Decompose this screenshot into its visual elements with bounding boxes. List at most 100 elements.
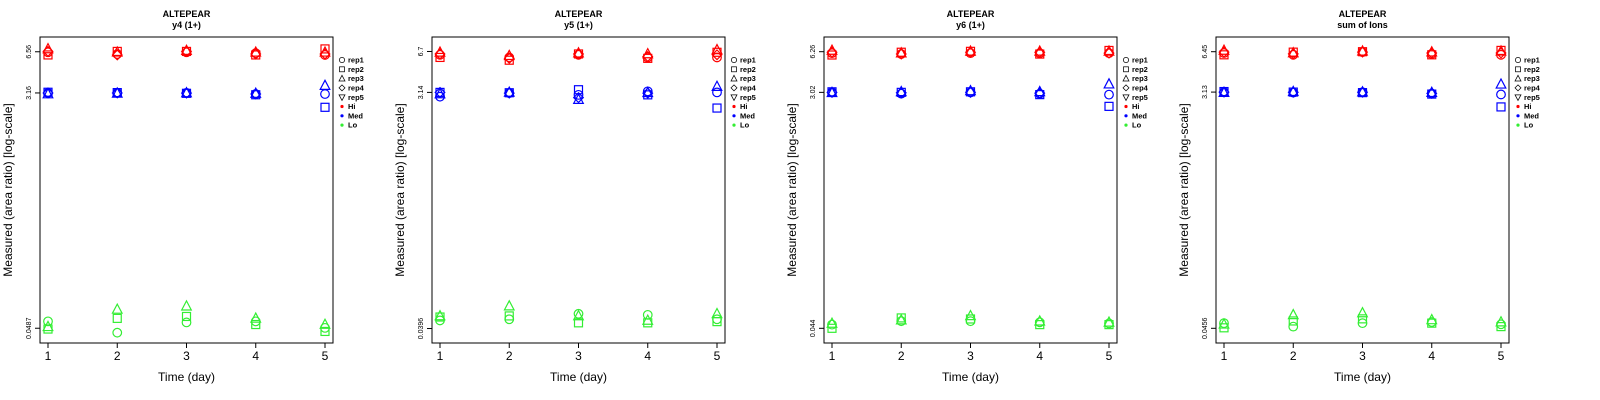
data-point-med-rep4 — [826, 86, 838, 99]
y-tick-label: 3.14 — [418, 85, 425, 99]
legend-label: rep4 — [1132, 84, 1149, 93]
data-point-hi-rep2 — [827, 50, 837, 60]
data-point-hi-rep4 — [1287, 48, 1299, 60]
x-tick-label: 4 — [1428, 349, 1435, 363]
legend-label: rep3 — [740, 74, 756, 83]
legend-marker-rep3 — [338, 74, 346, 82]
x-axis-label: Time (day) — [550, 370, 607, 384]
data-point-lo-rep3 — [249, 311, 262, 323]
data-point-med-rep3 — [503, 85, 516, 97]
data-point-lo-rep2 — [181, 311, 192, 322]
legend-marker-rep1 — [338, 56, 346, 64]
data-point-med-rep4 — [250, 88, 262, 100]
data-point-lo-rep3 — [964, 309, 977, 321]
legend-label: rep1 — [1524, 56, 1540, 65]
legend-marker-med — [732, 114, 736, 118]
data-point-med-rep3 — [1103, 77, 1115, 89]
x-tick-label: 1 — [45, 349, 52, 363]
data-point-lo-rep1 — [43, 316, 53, 327]
data-point-med-rep2 — [320, 102, 330, 112]
data-point-med-rep4 — [642, 87, 654, 99]
legend-label: rep5 — [348, 93, 364, 102]
y-tick-label: 6.45 — [1202, 45, 1209, 59]
legend-marker-rep3 — [1514, 74, 1522, 82]
legend-label: rep3 — [1524, 74, 1540, 83]
legend-marker-med — [1124, 114, 1128, 118]
y-axis-label: Measured (area ratio) [log-scale] — [393, 103, 407, 276]
data-point-lo-rep2 — [827, 323, 837, 333]
legend-label: rep2 — [1132, 65, 1148, 74]
data-point-med-rep4 — [434, 86, 446, 99]
y-tick-label: 0.0456 — [1202, 317, 1209, 339]
legend-label: rep2 — [348, 65, 364, 74]
legend-marker-hi — [1516, 104, 1520, 109]
legend-label: rep1 — [1132, 56, 1148, 65]
data-point-hi-rep4 — [42, 45, 54, 58]
x-tick-label: 2 — [898, 349, 905, 363]
legend-label: Hi — [740, 102, 748, 111]
data-point-lo-rep1 — [181, 317, 192, 328]
data-point-lo-rep3 — [1218, 317, 1230, 329]
legend-label: rep1 — [740, 56, 756, 65]
x-tick-label: 1 — [1221, 349, 1228, 363]
x-tick-label: 2 — [114, 349, 121, 363]
data-point-med-rep1 — [1104, 89, 1114, 100]
legend-marker-lo — [340, 123, 344, 127]
data-point-hi-rep3 — [42, 42, 54, 54]
chart-subtitle: y4 (1+) — [172, 20, 201, 30]
data-point-hi-rep4 — [572, 48, 585, 60]
data-point-med-rep4 — [1356, 86, 1369, 98]
data-point-lo-rep2 — [1288, 316, 1298, 326]
data-point-lo-rep2 — [112, 313, 122, 323]
data-point-lo-rep3 — [180, 299, 193, 311]
data-point-lo-rep3 — [1033, 314, 1046, 326]
legend-label: Lo — [1132, 121, 1142, 130]
data-point-hi-rep4 — [964, 46, 977, 58]
legend-marker-hi — [732, 104, 736, 109]
data-point-med-rep4 — [1287, 86, 1299, 98]
data-point-lo-rep3 — [111, 302, 124, 314]
legend-marker-med — [1516, 114, 1520, 118]
data-point-lo-rep3 — [319, 317, 331, 329]
data-point-med-rep4 — [1218, 86, 1230, 98]
data-point-hi-rep2 — [435, 52, 445, 63]
plot-area — [1215, 36, 1510, 344]
legend-marker-rep1 — [1514, 56, 1522, 64]
data-point-hi-rep3 — [711, 43, 723, 55]
legend-label: Med — [1132, 111, 1147, 120]
data-point-lo-rep3 — [1495, 315, 1507, 327]
legend-marker-rep2 — [1515, 66, 1521, 73]
legend-label: rep4 — [348, 84, 365, 93]
data-point-hi-rep4 — [1034, 46, 1046, 58]
y-tick-label: 3.16 — [26, 86, 33, 100]
x-tick-label: 4 — [252, 349, 259, 363]
data-point-lo-rep2 — [573, 318, 584, 328]
data-point-hi-rep4 — [250, 48, 262, 60]
data-point-lo-rep1 — [1288, 321, 1299, 332]
data-point-hi-rep4 — [180, 45, 193, 58]
x-tick-label: 5 — [322, 349, 329, 363]
data-point-med-rep4 — [111, 87, 123, 99]
legend-marker-rep2 — [731, 66, 737, 73]
data-point-hi-rep2 — [320, 44, 330, 54]
x-tick-label: 3 — [183, 349, 190, 363]
legend-label: Lo — [1524, 121, 1534, 130]
data-point-med-rep1 — [1496, 89, 1506, 100]
data-point-lo-rep3 — [895, 313, 908, 325]
plot-area — [431, 36, 726, 344]
data-point-hi-rep4 — [111, 49, 123, 61]
data-point-med-rep4 — [964, 86, 977, 99]
data-point-hi-rep4 — [711, 49, 723, 61]
data-point-med-rep2 — [712, 103, 722, 113]
chart-subtitle: sum of Ions — [1337, 20, 1388, 30]
data-point-med-rep4 — [180, 87, 193, 99]
legend-marker-rep5 — [730, 94, 738, 102]
data-point-hi-rep2 — [504, 55, 514, 65]
x-tick-label: 3 — [967, 349, 974, 363]
x-tick-label: 4 — [644, 349, 651, 363]
legend-marker-rep4 — [1514, 84, 1522, 92]
legend-label: rep5 — [1132, 93, 1148, 102]
legend-label: rep4 — [740, 84, 757, 93]
data-point-lo-rep1 — [112, 327, 123, 338]
